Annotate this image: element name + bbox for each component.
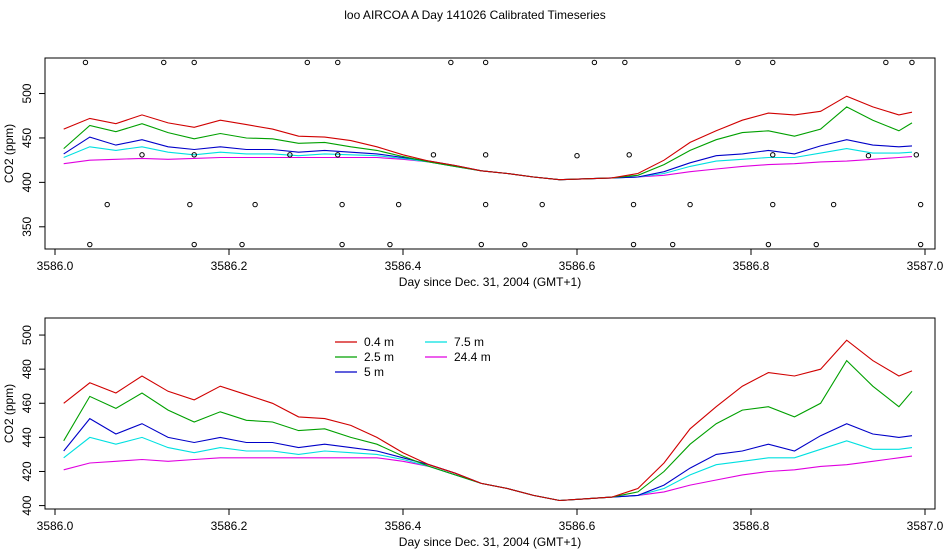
series-line-25m (63, 106, 913, 181)
flag-point (239, 241, 245, 248)
flag-point (883, 59, 889, 66)
series-line-25m (63, 359, 913, 502)
x-tick-label: 3586.0 (37, 519, 74, 533)
flag-point (917, 201, 924, 208)
flag-point (539, 201, 545, 208)
flag-point (387, 241, 393, 248)
y-tick-label: 400 (20, 495, 34, 515)
flag-point (448, 59, 454, 66)
y-tick-label: 460 (20, 393, 34, 413)
flag-point (813, 241, 819, 248)
flag-point (630, 241, 637, 248)
flag-point (765, 241, 772, 248)
x-tick-label: 3587.0 (907, 259, 944, 273)
legend-label: 5 m (364, 365, 384, 379)
legend: 0.4 m2.5 m5 m 7.5 m24.4 m (335, 335, 491, 379)
y-axis-label: CO2 (ppm) (2, 384, 16, 443)
series-line-04m (63, 339, 913, 502)
flag-point (335, 152, 341, 158)
legend-label: 0.4 m (364, 335, 394, 349)
flag-point (626, 152, 632, 158)
series-group (63, 95, 913, 181)
x-tick-label: 3586.8 (733, 519, 770, 533)
flag-point (735, 59, 741, 66)
flag-point (830, 201, 837, 208)
flag-point (191, 152, 197, 158)
x-tick-label: 3586.2 (211, 519, 248, 533)
flag-point (187, 201, 193, 208)
flag-point (339, 201, 345, 208)
x-axis-label: Day since Dec. 31, 2004 (GMT+1) (399, 275, 581, 289)
y-tick-label: 400 (20, 172, 34, 192)
y-tick-label: 480 (20, 359, 34, 379)
series-line-244m (63, 455, 913, 502)
flag-point (591, 59, 598, 66)
flag-point (630, 201, 637, 208)
flag-point (770, 152, 776, 158)
flag-point (287, 152, 293, 158)
flag-point (335, 59, 341, 66)
x-tick-label: 3586.2 (211, 259, 248, 273)
series-line-04m (63, 95, 913, 181)
flag-point (482, 201, 489, 208)
plot-frame (44, 57, 936, 250)
x-axis-label: Day since Dec. 31, 2004 (GMT+1) (399, 535, 581, 549)
flag-point (770, 59, 776, 66)
y-tick-label: 500 (20, 325, 34, 345)
y-tick-label: 420 (20, 461, 34, 481)
series-line-244m (63, 156, 913, 181)
flag-point (395, 201, 402, 208)
flag-point (82, 59, 89, 66)
y-tick-label: 350 (20, 216, 34, 236)
flag-point (191, 241, 197, 248)
series-line-75m (63, 146, 913, 181)
y-tick-label: 500 (20, 83, 34, 103)
y-axis-label: CO2 (ppm) (2, 124, 16, 183)
legend-label: 24.4 m (454, 350, 491, 364)
flag-point (339, 241, 345, 248)
x-tick-label: 3586.6 (559, 259, 596, 273)
series-line-75m (63, 436, 913, 502)
flag-point (622, 59, 628, 66)
flag-point (865, 153, 872, 159)
flag-point (670, 241, 676, 248)
flag-point (139, 152, 145, 158)
flag-point (87, 241, 93, 248)
flag-point (482, 59, 489, 66)
x-tick-label: 3586.8 (733, 259, 770, 273)
flag-point (191, 59, 197, 66)
flag-point (770, 201, 776, 208)
flag-point (161, 59, 167, 66)
x-tick-label: 3586.0 (37, 259, 74, 273)
plot-frame (44, 317, 936, 510)
flag-point (917, 241, 924, 248)
bottom-panel: 3586.0 3586.2 3586.4 3586.6 3586.8 3587.0 400 4… (2, 317, 944, 549)
x-tick-label: 3586.4 (385, 259, 422, 273)
legend-label: 2.5 m (364, 350, 394, 364)
flag-point (913, 152, 919, 158)
y-tick-label: 440 (20, 427, 34, 447)
top-panel: 3586.0 3586.2 3586.4 3586.6 3586.8 3587.0 350 4… (2, 57, 944, 289)
series-group (63, 339, 913, 502)
flag-point (430, 152, 437, 158)
flag-point (522, 241, 528, 248)
flag-point (478, 241, 484, 248)
y-tick-label: 450 (20, 128, 34, 148)
legend-label: 7.5 m (454, 335, 484, 349)
x-tick-label: 3586.4 (385, 519, 422, 533)
x-tick-label: 3586.6 (559, 519, 596, 533)
flag-point (252, 201, 258, 208)
chart-title: loo AIRCOA A Day 141026 Calibrated Times… (344, 8, 605, 22)
x-tick-label: 3587.0 (907, 519, 944, 533)
flag-point (687, 201, 693, 208)
flag-point (104, 201, 110, 208)
flag-point (304, 59, 310, 66)
flag-point (909, 59, 915, 66)
flag-point (574, 153, 580, 159)
flag-point (482, 152, 489, 158)
